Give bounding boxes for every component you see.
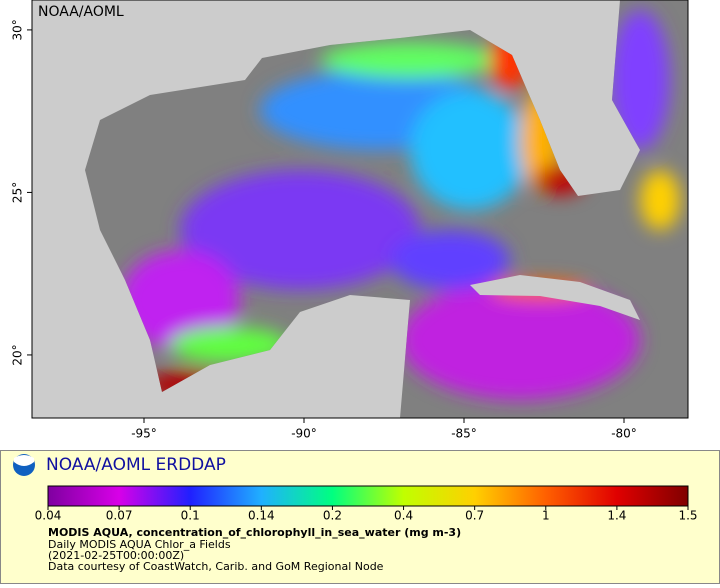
map-frame: [31, 0, 689, 419]
colorbar-tick-label: 0.4: [394, 509, 413, 523]
noaa-logo: [13, 454, 35, 476]
info-line: (2021-02-25T00:00:00Z): [48, 549, 184, 562]
info-line: Data courtesy of CoastWatch, Carib. and …: [48, 560, 384, 573]
colorbar-tick-label: 0.04: [35, 509, 62, 523]
legend-panel: [0, 450, 720, 584]
cuba: [470, 275, 640, 320]
colorbar: [47, 485, 689, 507]
colorbar-tick-label: 1.5: [678, 509, 697, 523]
map: NOAA/AOML: [31, 0, 689, 419]
corner-label: NOAA/AOML: [38, 4, 124, 20]
chlorophyll-field: [120, 10, 680, 400]
y-tick-label: 25°: [11, 182, 25, 203]
x-tick-label: -90°: [291, 427, 317, 441]
x-tick-label: -85°: [451, 427, 477, 441]
colorbar-tick-label: 1: [542, 509, 550, 523]
x-tick-label: -80°: [611, 427, 637, 441]
colorbar-tick-label: 0.1: [181, 509, 200, 523]
colorbar-tick-label: 1.4: [607, 509, 626, 523]
y-tick-label: 20°: [11, 344, 25, 365]
legend-title: NOAA/AOML ERDDAP: [46, 455, 226, 475]
x-tick-label: -95°: [131, 427, 157, 441]
colorbar-tick-label: 0.2: [323, 509, 342, 523]
colorbar-tick-label: 0.7: [465, 509, 484, 523]
variable-label: MODIS AQUA, concentration_of_chlorophyll…: [48, 526, 461, 539]
y-tick-label: 30°: [11, 19, 25, 40]
info-line: Daily MODIS AQUA Chlor_a Fields: [48, 538, 231, 551]
colorbar-tick-label: 0.14: [248, 509, 275, 523]
colorbar-tick-label: 0.07: [106, 509, 133, 523]
